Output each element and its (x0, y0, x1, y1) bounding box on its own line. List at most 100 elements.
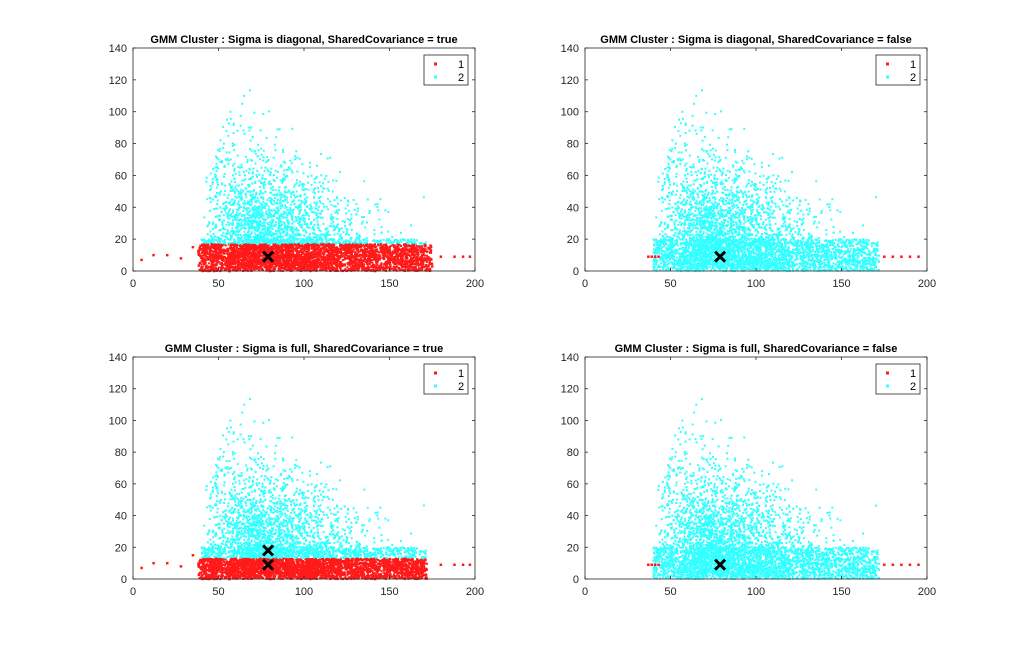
point-cluster-1 (260, 254, 263, 257)
point-cluster-1 (325, 267, 328, 270)
point-cluster-2 (230, 235, 233, 238)
point-cluster-1 (339, 268, 342, 271)
point-cluster-1 (290, 243, 294, 247)
point-cluster-2 (228, 182, 231, 185)
point-cluster-2 (279, 242, 282, 245)
point-cluster-2 (215, 177, 218, 180)
point-cluster-1 (350, 259, 353, 263)
point-cluster-1 (329, 255, 332, 258)
point-cluster-2 (240, 221, 243, 224)
point-cluster-2 (278, 225, 281, 228)
point-cluster-1 (231, 243, 234, 247)
point-cluster-1 (222, 252, 225, 255)
point-cluster-1 (263, 243, 267, 247)
point-cluster-2 (244, 192, 247, 195)
point-cluster-2 (337, 208, 340, 211)
point-cluster-2 (413, 238, 416, 241)
point-cluster-2 (302, 188, 305, 191)
point-cluster-2 (214, 239, 217, 242)
point-cluster-2 (373, 229, 376, 232)
point-cluster-2 (267, 158, 270, 161)
plot-area (133, 48, 475, 271)
point-cluster-1 (293, 263, 296, 266)
point-cluster-2 (285, 242, 288, 245)
point-cluster-2 (303, 201, 306, 204)
point-cluster-1 (326, 258, 329, 262)
point-cluster-2 (293, 185, 296, 188)
point-cluster-2 (321, 216, 324, 219)
point-cluster-2 (235, 196, 238, 199)
point-cluster-2 (319, 216, 322, 219)
point-cluster-1 (257, 262, 261, 265)
point-cluster-1 (429, 249, 433, 252)
point-cluster-2 (424, 241, 427, 244)
point-cluster-1 (391, 267, 394, 270)
point-cluster-1 (323, 250, 326, 253)
point-cluster-2 (209, 201, 212, 204)
point-cluster-2 (251, 175, 254, 178)
point-cluster-1 (322, 266, 325, 269)
point-cluster-2 (223, 238, 226, 241)
point-cluster-2 (374, 240, 377, 243)
point-cluster-2 (320, 174, 323, 177)
point-cluster-1 (295, 267, 298, 270)
point-cluster-1 (422, 259, 425, 263)
point-cluster-2 (295, 219, 298, 222)
point-cluster-2 (206, 240, 209, 243)
point-cluster-1 (336, 264, 339, 267)
point-cluster-1 (224, 257, 227, 260)
point-cluster-2 (303, 183, 306, 186)
point-cluster-2 (240, 188, 243, 191)
point-cluster-1 (378, 266, 381, 269)
point-cluster-1 (198, 268, 202, 272)
point-cluster-1 (371, 247, 374, 251)
point-cluster-2 (355, 203, 358, 206)
point-cluster-1 (397, 247, 401, 250)
point-cluster-2 (276, 227, 279, 230)
point-cluster-2 (269, 223, 272, 226)
point-cluster-1 (321, 246, 324, 249)
point-cluster-2 (356, 207, 359, 210)
point-cluster-2 (347, 209, 350, 212)
point-cluster-2 (227, 134, 230, 137)
point-cluster-2 (267, 215, 270, 218)
point-cluster-2 (262, 192, 265, 195)
point-cluster-1 (221, 259, 224, 262)
point-cluster-1 (270, 264, 273, 267)
point-cluster-2 (279, 205, 282, 208)
point-cluster-2 (246, 158, 249, 161)
point-cluster-1 (394, 246, 398, 249)
point-cluster-1 (262, 253, 265, 256)
point-cluster-2 (247, 202, 250, 205)
point-cluster-2 (315, 177, 318, 180)
point-cluster-2 (281, 205, 284, 208)
point-cluster-2 (319, 201, 322, 204)
point-cluster-2 (374, 203, 377, 206)
point-cluster-1 (219, 256, 223, 259)
point-cluster-1 (239, 250, 242, 253)
point-cluster-1 (314, 243, 317, 247)
point-cluster-2 (215, 239, 218, 242)
point-cluster-1 (245, 257, 248, 261)
point-cluster-2 (232, 174, 235, 177)
point-cluster-1 (255, 249, 258, 252)
point-cluster-2 (264, 204, 267, 207)
point-cluster-2 (296, 170, 299, 173)
point-cluster-1 (322, 268, 325, 271)
point-cluster-1 (362, 266, 365, 270)
point-cluster-2 (286, 191, 289, 194)
point-cluster-1 (323, 260, 326, 263)
point-cluster-1 (254, 255, 258, 259)
point-cluster-1 (253, 254, 256, 257)
point-cluster-2 (344, 242, 347, 245)
point-cluster-2 (267, 233, 270, 236)
point-cluster-1 (359, 258, 362, 262)
point-cluster-1 (249, 261, 252, 264)
point-cluster-2 (321, 239, 324, 242)
point-cluster-2 (215, 215, 218, 218)
point-cluster-2 (380, 231, 383, 234)
point-cluster-2 (246, 211, 249, 214)
point-cluster-1 (402, 259, 405, 262)
point-cluster-2 (256, 169, 259, 172)
point-cluster-2 (386, 238, 389, 241)
